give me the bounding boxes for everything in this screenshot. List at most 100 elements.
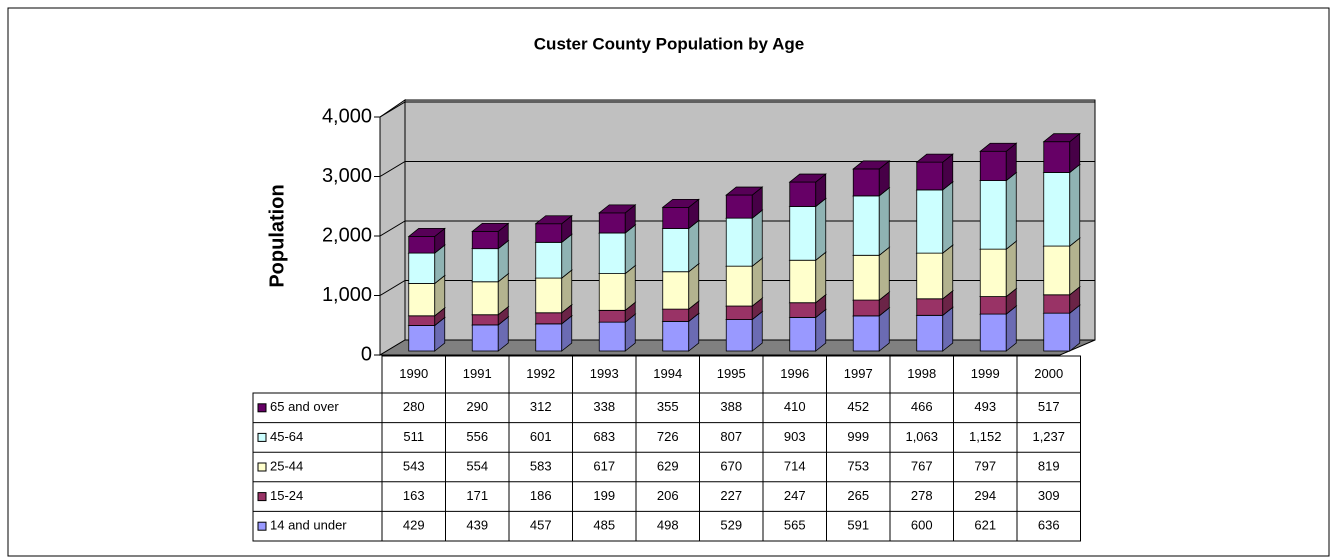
bar-segment bbox=[1042, 163, 1081, 247]
table-cell: 278 bbox=[911, 488, 933, 503]
bar-segment bbox=[1042, 132, 1081, 174]
table-cell: 767 bbox=[911, 458, 933, 473]
bar-front bbox=[662, 271, 690, 310]
table-cell: 529 bbox=[720, 518, 742, 533]
bar-front bbox=[662, 320, 690, 352]
table-cell: 163 bbox=[403, 488, 425, 503]
bar-front bbox=[535, 323, 563, 352]
table-cell: 601 bbox=[530, 429, 552, 444]
y-tick-label: 4,000 bbox=[322, 105, 372, 127]
legend-key bbox=[257, 462, 267, 472]
bar-front bbox=[471, 314, 499, 326]
table-cell: 819 bbox=[1038, 458, 1060, 473]
table-border bbox=[252, 392, 1081, 542]
bar-top bbox=[598, 204, 637, 214]
bar-front bbox=[789, 302, 817, 318]
chart-title: Custer County Population by Age bbox=[534, 34, 804, 53]
bar-front bbox=[471, 248, 499, 283]
bar-front bbox=[662, 308, 690, 322]
bar-segment bbox=[915, 181, 954, 254]
bar-front bbox=[852, 299, 880, 317]
bar-front bbox=[1043, 245, 1071, 296]
bar-top bbox=[915, 153, 954, 163]
bar-front bbox=[979, 180, 1007, 250]
legend-key bbox=[257, 521, 267, 531]
bar-front bbox=[979, 150, 1007, 181]
bar-front bbox=[598, 309, 626, 323]
table-cell: 227 bbox=[720, 488, 742, 503]
table-cell: 621 bbox=[974, 518, 996, 533]
table-cell: 206 bbox=[657, 488, 679, 503]
bar-segment bbox=[407, 227, 446, 254]
bar-side bbox=[1005, 171, 1017, 250]
bar-front bbox=[852, 195, 880, 256]
bar-front bbox=[471, 281, 499, 316]
y-tick-label: 3,000 bbox=[322, 165, 372, 187]
bar-side bbox=[1005, 240, 1017, 298]
x-tick-label: 1991 bbox=[463, 366, 492, 381]
legend-key bbox=[257, 492, 267, 502]
bar-front bbox=[598, 232, 626, 274]
table-cell: 452 bbox=[847, 399, 869, 414]
table-cell: 1,237 bbox=[1032, 429, 1065, 444]
bar-front bbox=[725, 305, 753, 320]
bar-top bbox=[725, 186, 764, 196]
bar-segment bbox=[725, 209, 764, 267]
bar-front bbox=[725, 217, 753, 267]
table-cell: 312 bbox=[530, 399, 552, 414]
bar-front bbox=[789, 259, 817, 304]
table-cell: 485 bbox=[593, 518, 615, 533]
table-cell: 511 bbox=[403, 429, 424, 444]
table-cell: 999 bbox=[847, 429, 869, 444]
bar-top bbox=[979, 142, 1018, 152]
bar-side bbox=[815, 197, 827, 262]
bar-front bbox=[535, 312, 563, 325]
legend-key bbox=[257, 403, 267, 413]
bar-front bbox=[535, 277, 563, 314]
bar-front bbox=[916, 252, 944, 300]
grid-line bbox=[379, 101, 1095, 118]
table-cell: 543 bbox=[403, 458, 425, 473]
bar-segment bbox=[852, 186, 891, 257]
bar-front bbox=[789, 206, 817, 261]
bar-side bbox=[815, 251, 827, 304]
table-cell: 670 bbox=[720, 458, 742, 473]
table-cell: 726 bbox=[657, 429, 679, 444]
table-cell: 294 bbox=[974, 488, 996, 503]
bar-front bbox=[852, 254, 880, 301]
table-cell: 199 bbox=[593, 488, 615, 503]
bar-front bbox=[725, 194, 753, 219]
bar-segment bbox=[852, 160, 891, 197]
table-cell: 797 bbox=[974, 458, 996, 473]
x-tick-label: 1994 bbox=[653, 366, 682, 381]
table-cell: 186 bbox=[530, 488, 552, 503]
table-cell: 591 bbox=[847, 518, 869, 533]
bar-side bbox=[751, 209, 763, 267]
bar-front bbox=[979, 313, 1007, 352]
bar-top bbox=[852, 160, 891, 170]
bar-front bbox=[916, 298, 944, 316]
bar-front bbox=[598, 321, 626, 352]
bar-front bbox=[789, 181, 817, 207]
bar-side bbox=[878, 186, 890, 257]
bar-segment bbox=[534, 214, 573, 244]
bar-front bbox=[1043, 312, 1071, 352]
table-cell: 714 bbox=[784, 458, 806, 473]
table-cell: 290 bbox=[466, 399, 488, 414]
x-tick-label: 1992 bbox=[526, 366, 555, 381]
bar-segment bbox=[915, 153, 954, 191]
bar-front bbox=[535, 241, 563, 279]
table-cell: 1,152 bbox=[969, 429, 1002, 444]
legend-key bbox=[257, 432, 267, 442]
table-cell: 355 bbox=[657, 399, 679, 414]
table-cell: 388 bbox=[720, 399, 742, 414]
bar-side bbox=[878, 246, 890, 301]
x-tick-label: 1990 bbox=[399, 366, 428, 381]
bar-front bbox=[408, 252, 436, 284]
x-tick-label: 1995 bbox=[717, 366, 746, 381]
table-cell: 429 bbox=[403, 518, 425, 533]
bar-front bbox=[408, 236, 436, 254]
bar-segment bbox=[915, 244, 954, 300]
y-tick-label: 1,000 bbox=[322, 284, 372, 306]
